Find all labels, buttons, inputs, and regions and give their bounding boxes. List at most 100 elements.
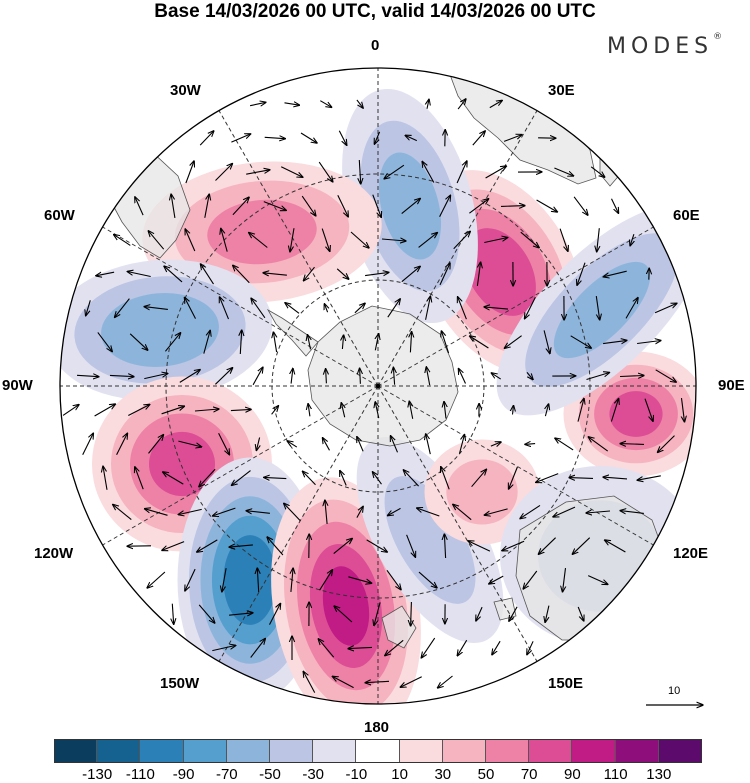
wind-vector <box>334 606 353 623</box>
wind-vector <box>171 194 176 218</box>
wind-vector <box>178 508 202 514</box>
wind-vector <box>655 369 677 382</box>
colorbar-segment <box>529 739 573 763</box>
wind-vector <box>135 467 144 490</box>
wind-vector <box>444 534 445 559</box>
wind-vector <box>577 606 584 621</box>
wind-vector <box>520 504 541 518</box>
wind-vector <box>350 231 369 248</box>
longitude-label-150w: 150W <box>160 675 200 692</box>
wind-vector <box>374 602 381 625</box>
wind-vector <box>375 334 378 351</box>
wind-vector <box>427 99 429 109</box>
wind-vector <box>221 228 228 252</box>
antarctic-peninsula <box>266 308 319 357</box>
wind-vector <box>348 576 371 583</box>
colorbar-segment <box>399 739 443 763</box>
wind-vector <box>267 537 284 556</box>
wind-vector <box>545 605 550 623</box>
wind-vector <box>569 478 594 479</box>
wind-vector <box>366 539 388 552</box>
anomaly-negative-tasman-sea <box>356 437 504 643</box>
wind-vector <box>360 368 361 384</box>
wind-vector <box>457 99 466 110</box>
wind-vector <box>229 613 253 615</box>
anomaly-contour <box>464 228 536 316</box>
wind-vector <box>203 330 210 354</box>
wind-vector <box>222 568 227 592</box>
wind-vector <box>525 444 536 445</box>
colorbar-segment <box>572 739 616 763</box>
wind-vector <box>509 466 518 489</box>
colorbar-tick-label: 70 <box>520 766 538 783</box>
wind-vector <box>619 376 644 377</box>
wind-vector <box>384 164 405 179</box>
wind-vector <box>381 239 406 241</box>
vector-scale: 10 <box>648 685 708 715</box>
wind-vector <box>86 300 91 315</box>
longitude-label-60e: 60E <box>673 207 700 224</box>
anomaly-contour <box>609 391 663 437</box>
colorbar-ticks: -130 -110 -90 -70 -50 -30 -10 10 30 50 70 90 110 130 <box>54 766 702 783</box>
colorbar-segment <box>313 739 357 763</box>
colorbar-segment <box>442 739 486 763</box>
colorbar-tick-label: -90 <box>172 766 195 783</box>
new-zealand <box>381 605 417 649</box>
wind-vector <box>573 196 588 215</box>
wind-vector <box>354 303 365 314</box>
wind-vector <box>115 298 130 318</box>
longitude-label-90w: 90W <box>2 377 33 394</box>
wind-vector <box>410 332 411 353</box>
anomaly-contour <box>446 459 518 525</box>
wind-vector <box>468 541 491 552</box>
wind-vector <box>348 647 373 648</box>
wind-vector <box>199 131 214 146</box>
wind-vector <box>215 368 232 385</box>
wind-vector <box>393 367 394 385</box>
wind-vector <box>356 506 363 518</box>
longitude-label-120w: 120W <box>34 545 74 562</box>
wind-vector <box>469 199 488 214</box>
colorbar-tick-label: 10 <box>391 766 408 783</box>
wind-vector <box>287 441 298 448</box>
wind-vector <box>338 130 346 146</box>
wind-vector <box>304 266 315 281</box>
wind-vector <box>391 436 399 453</box>
wind-vector <box>375 402 379 419</box>
wind-vector <box>82 433 94 456</box>
wind-vector <box>94 404 116 417</box>
wind-vector <box>605 540 626 553</box>
wind-vector <box>240 330 241 355</box>
wind-vector <box>597 228 600 252</box>
wind-vector <box>147 571 166 588</box>
wind-vector <box>218 433 230 454</box>
wind-vector <box>201 264 214 285</box>
wind-vector <box>559 228 568 252</box>
wind-vector <box>341 403 344 418</box>
wind-vector <box>458 297 467 320</box>
wind-vector <box>251 298 266 319</box>
wind-vector <box>256 437 259 451</box>
meridian-line <box>218 385 379 662</box>
wind-vector <box>291 368 293 384</box>
wind-vector <box>457 639 468 656</box>
longitude-label-180: 180 <box>364 719 390 736</box>
meridian-line <box>377 226 654 387</box>
anomaly-negative-drake-passage <box>60 259 273 401</box>
wind-vector <box>232 470 251 486</box>
wind-vector <box>135 197 144 216</box>
wind-vector <box>164 266 183 283</box>
wind-vector <box>637 341 661 344</box>
wind-vector <box>536 473 559 483</box>
colorbar-segment <box>97 739 141 763</box>
wind-vector <box>264 137 286 138</box>
colorbar-tick-label: -110 <box>125 766 155 783</box>
wind-vector <box>595 296 599 320</box>
wind-vector <box>250 639 266 658</box>
wind-vector <box>356 99 363 108</box>
wind-vector <box>114 235 131 246</box>
wind-vector <box>373 472 382 485</box>
wind-vector <box>97 332 112 351</box>
wind-vector <box>489 100 502 109</box>
wind-vector <box>164 333 180 352</box>
